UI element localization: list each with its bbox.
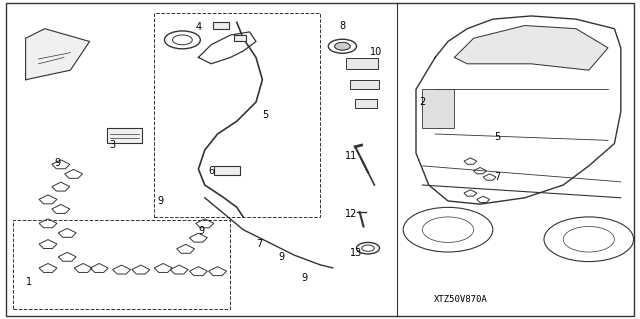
- Bar: [422, 89, 454, 128]
- Text: 9: 9: [278, 252, 285, 262]
- Text: 11: 11: [344, 151, 357, 161]
- Bar: [154, 13, 320, 217]
- Text: 12: 12: [344, 209, 357, 219]
- Bar: [214, 166, 240, 175]
- Text: 1: 1: [26, 277, 32, 287]
- Text: 6: 6: [208, 166, 214, 176]
- Text: 7: 7: [256, 239, 262, 249]
- Bar: [234, 35, 246, 41]
- Text: 5: 5: [494, 132, 500, 142]
- Polygon shape: [454, 26, 608, 70]
- Text: 9: 9: [198, 226, 205, 236]
- Text: 3: 3: [109, 140, 115, 150]
- Text: 7: 7: [494, 172, 500, 182]
- Bar: [346, 58, 378, 69]
- Text: 2: 2: [419, 97, 426, 107]
- Polygon shape: [416, 16, 621, 204]
- Text: 9: 9: [54, 158, 61, 168]
- Text: 13: 13: [350, 248, 363, 258]
- Text: XTZ50V870A: XTZ50V870A: [434, 295, 488, 304]
- Text: 9: 9: [301, 272, 307, 283]
- Bar: [108, 128, 143, 143]
- Bar: [13, 220, 230, 309]
- Text: 4: 4: [195, 22, 202, 32]
- Text: 10: 10: [370, 47, 383, 57]
- Bar: [355, 99, 378, 108]
- Polygon shape: [26, 29, 90, 80]
- Bar: [212, 22, 229, 29]
- Bar: [351, 80, 379, 89]
- Circle shape: [335, 42, 350, 50]
- Text: 9: 9: [157, 196, 163, 206]
- Text: 8: 8: [339, 20, 346, 31]
- Text: 5: 5: [262, 110, 269, 120]
